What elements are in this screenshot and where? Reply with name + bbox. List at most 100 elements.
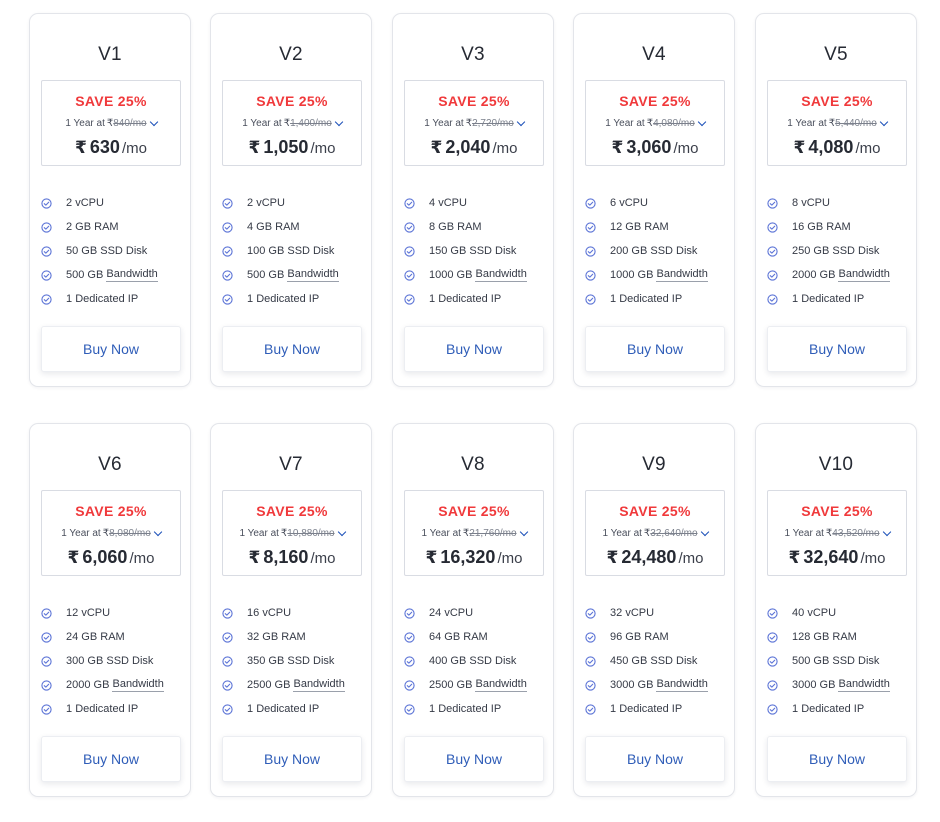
feature-unit: RAM xyxy=(644,631,669,643)
check-circle-icon xyxy=(41,679,52,691)
check-circle-icon xyxy=(222,197,233,209)
buy-now-button[interactable]: Buy Now xyxy=(585,326,725,372)
feature-item: 12 vCPU xyxy=(41,601,186,625)
feature-value: 1 xyxy=(247,293,254,305)
feature-unit[interactable]: Bandwidth xyxy=(475,268,527,282)
feature-unit[interactable]: Bandwidth xyxy=(838,268,890,282)
term-label: 1 Year at xyxy=(239,528,279,539)
feature-unit: RAM xyxy=(463,631,488,643)
feature-item: 1 Dedicated IP xyxy=(767,697,912,721)
chevron-down-icon[interactable] xyxy=(153,527,163,537)
chevron-down-icon[interactable] xyxy=(697,117,707,127)
billing-term-select[interactable]: 1 Year at ₹2,720/mo xyxy=(405,117,543,129)
billing-term-select[interactable]: 1 Year at ₹840/mo xyxy=(42,117,180,129)
feature-unit[interactable]: Bandwidth xyxy=(838,678,890,692)
buy-now-button[interactable]: Buy Now xyxy=(767,326,907,372)
check-circle-icon xyxy=(767,269,778,281)
chevron-down-icon[interactable] xyxy=(882,527,891,537)
feature-value: 1 xyxy=(66,703,73,715)
buy-now-button[interactable]: Buy Now xyxy=(404,326,544,372)
term-label: 1 Year at xyxy=(605,118,645,129)
check-circle-icon xyxy=(222,655,233,667)
feature-item: 3000 GB Bandwidth xyxy=(767,673,912,697)
chevron-down-icon[interactable] xyxy=(519,527,528,537)
billing-term-select[interactable]: 1 Year at ₹8,080/mo xyxy=(42,527,180,539)
check-circle-icon xyxy=(767,293,778,305)
chevron-down-icon[interactable] xyxy=(149,117,158,127)
feature-unit: RAM xyxy=(826,221,851,233)
buy-now-button[interactable]: Buy Now xyxy=(41,736,181,782)
price-box: SAVE 25% 1 Year at ₹21,760/mo ₹16,320/mo xyxy=(404,490,544,576)
feature-unit: RAM xyxy=(275,221,300,233)
price-row: ₹1,050/mo xyxy=(223,137,361,158)
price-amount: 3,060 xyxy=(626,137,672,157)
check-circle-icon xyxy=(585,655,596,667)
price-row: ₹6,060/mo xyxy=(42,547,180,568)
feature-unit[interactable]: Bandwidth xyxy=(287,268,339,282)
chevron-down-icon[interactable] xyxy=(516,117,526,127)
billing-term-select[interactable]: 1 Year at ₹32,640/mo xyxy=(586,527,724,539)
feature-unit[interactable]: Bandwidth xyxy=(106,268,158,282)
billing-term-select[interactable]: 1 Year at ₹10,880/mo xyxy=(223,527,361,539)
feature-value: 2500 GB xyxy=(429,679,473,691)
feature-value: 8 xyxy=(792,197,799,209)
feature-value: 1 xyxy=(429,293,436,305)
save-badge: SAVE 25% xyxy=(801,503,873,519)
check-circle-icon xyxy=(404,679,415,691)
feature-unit[interactable]: Bandwidth xyxy=(656,268,708,282)
feature-unit[interactable]: Bandwidth xyxy=(112,678,164,692)
feature-unit[interactable]: Bandwidth xyxy=(656,678,708,692)
buy-now-button[interactable]: Buy Now xyxy=(222,326,362,372)
original-price: 10,880/mo xyxy=(287,528,335,539)
price-amount: 8,160 xyxy=(263,547,309,567)
feature-value: 350 GB xyxy=(247,655,285,667)
check-circle-icon xyxy=(404,293,415,305)
billing-term-select[interactable]: 1 Year at ₹5,440/mo xyxy=(768,117,906,129)
plan-card-v3: V3 SAVE 25% 1 Year at ₹2,720/mo ₹2,040/mo 4 v… xyxy=(392,13,554,387)
billing-term-select[interactable]: 1 Year at ₹43,520/mo xyxy=(768,527,906,539)
price-period: /mo xyxy=(310,140,336,157)
feature-value: 8 GB xyxy=(429,221,455,233)
feature-value: 64 GB xyxy=(429,631,461,643)
term-label: 1 Year at xyxy=(242,118,282,129)
buy-now-button[interactable]: Buy Now xyxy=(222,736,362,782)
save-badge: SAVE 25% xyxy=(801,93,873,109)
billing-term-select[interactable]: 1 Year at ₹21,760/mo xyxy=(405,527,543,539)
chevron-down-icon[interactable] xyxy=(700,527,709,537)
check-circle-icon xyxy=(404,655,415,667)
feature-item: 400 GB SSD Disk xyxy=(404,649,549,673)
feature-value: 32 xyxy=(610,607,623,619)
original-price: 43,520/mo xyxy=(832,528,880,539)
feature-unit[interactable]: Bandwidth xyxy=(475,678,527,692)
buy-now-button[interactable]: Buy Now xyxy=(41,326,181,372)
buy-now-button[interactable]: Buy Now xyxy=(767,736,907,782)
check-circle-icon xyxy=(767,197,778,209)
price-box: SAVE 25% 1 Year at ₹1,400/mo ₹1,050/mo xyxy=(222,80,362,166)
chevron-down-icon[interactable] xyxy=(337,527,346,537)
price-row: ₹32,640/mo xyxy=(768,547,906,568)
check-circle-icon xyxy=(41,607,52,619)
feature-unit[interactable]: Bandwidth xyxy=(293,678,345,692)
check-circle-icon xyxy=(585,197,596,209)
chevron-down-icon[interactable] xyxy=(334,117,344,127)
plan-card-v5: V5 SAVE 25% 1 Year at ₹5,440/mo ₹4,080/mo 8 v… xyxy=(755,13,917,387)
price-period: /mo xyxy=(860,550,886,567)
feature-value: 500 GB xyxy=(247,269,285,281)
feature-unit: vCPU xyxy=(256,197,285,209)
original-currency: ₹ xyxy=(643,528,651,539)
feature-list: 16 vCPU 32 GB RAM 350 GB SSD Disk 2500 GB B… xyxy=(222,601,367,721)
feature-item: 2000 GB Bandwidth xyxy=(41,673,186,697)
price-amount: 630 xyxy=(89,137,120,157)
feature-list: 12 vCPU 24 GB RAM 300 GB SSD Disk 2000 GB B… xyxy=(41,601,186,721)
buy-now-button[interactable]: Buy Now xyxy=(585,736,725,782)
chevron-down-icon[interactable] xyxy=(879,117,889,127)
feature-list: 24 vCPU 64 GB RAM 400 GB SSD Disk 2500 GB B… xyxy=(404,601,549,721)
save-badge: SAVE 25% xyxy=(619,503,691,519)
billing-term-select[interactable]: 1 Year at ₹1,400/mo xyxy=(223,117,361,129)
billing-term-select[interactable]: 1 Year at ₹4,080/mo xyxy=(586,117,724,129)
check-circle-icon xyxy=(222,293,233,305)
feature-unit: Dedicated IP xyxy=(619,703,683,715)
buy-now-button[interactable]: Buy Now xyxy=(404,736,544,782)
price-box: SAVE 25% 1 Year at ₹2,720/mo ₹2,040/mo xyxy=(404,80,544,166)
feature-item: 32 GB RAM xyxy=(222,625,367,649)
